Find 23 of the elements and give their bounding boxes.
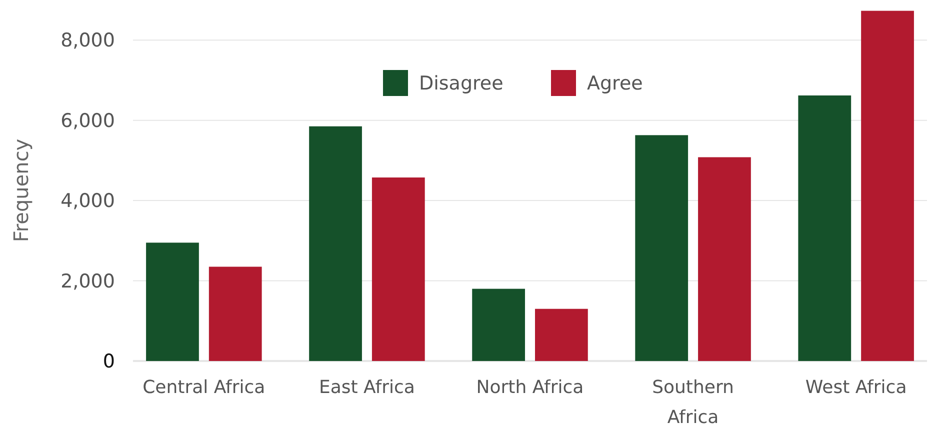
bar	[798, 95, 852, 361]
y-tick-label: 0	[102, 350, 115, 373]
x-tick-label: Southern Africa	[652, 377, 734, 428]
x-tick-label: West Africa	[805, 377, 907, 398]
x-tick-label: North Africa	[476, 377, 584, 398]
bar	[146, 242, 199, 361]
x-tick-label: East Africa	[319, 377, 415, 398]
bar	[208, 266, 262, 361]
bar	[698, 157, 751, 361]
legend-label: Agree	[587, 72, 643, 95]
y-tick-label: 4,000	[60, 190, 115, 212]
bar	[535, 308, 588, 361]
bar	[309, 126, 362, 361]
x-tick-label: Central Africa	[142, 377, 266, 398]
y-axis-title: Frequency	[9, 138, 33, 242]
bar	[472, 288, 525, 361]
bar	[635, 135, 688, 361]
bar	[372, 177, 425, 361]
legend-label: Disagree	[419, 72, 504, 95]
y-tick-label: 6,000	[60, 110, 115, 132]
y-tick-label: 2,000	[60, 270, 115, 292]
y-tick-label: 8,000	[60, 30, 115, 52]
bar	[861, 10, 914, 361]
